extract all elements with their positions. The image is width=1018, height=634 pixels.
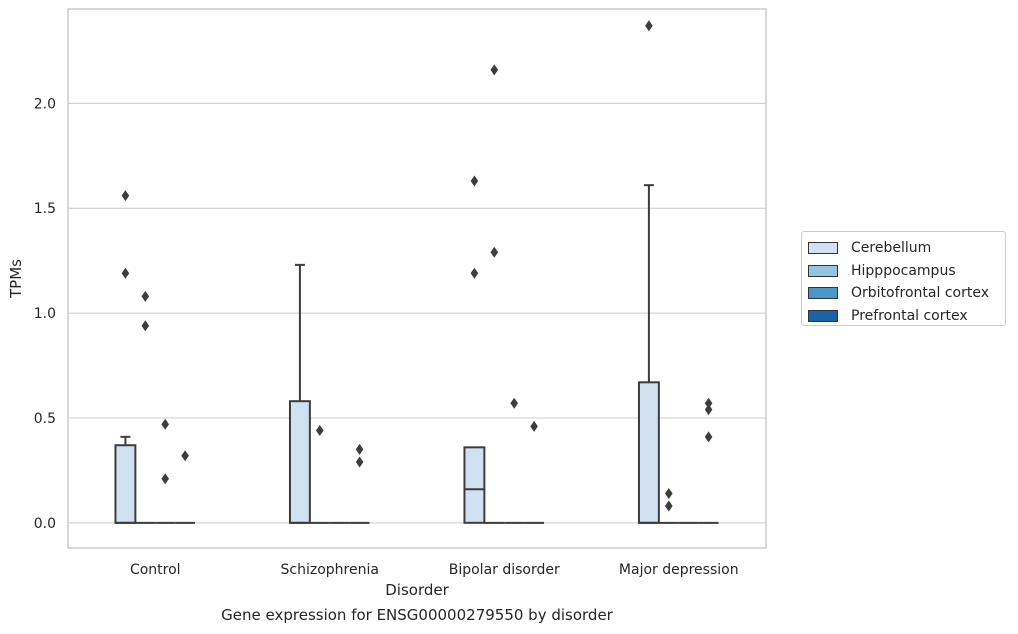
box-body [114, 444, 137, 524]
outlier-point [121, 267, 130, 279]
box-group [658, 487, 679, 524]
box-group [524, 420, 545, 524]
legend-label: Hipppocampus [851, 262, 956, 279]
outlier-point [704, 431, 713, 443]
outlier-point [121, 190, 130, 202]
outlier-point [316, 425, 324, 437]
legend-swatch [808, 309, 838, 322]
outlier-point [181, 450, 189, 462]
figure-caption: Gene expression for ENSG00000279550 by d… [221, 606, 613, 624]
x-axis-label: Disorder [385, 581, 449, 599]
legend-item-cerebellum: Cerebellum [808, 237, 1005, 260]
outlier-point [490, 246, 499, 258]
plot-frame [67, 8, 767, 549]
box-group [155, 418, 176, 524]
box-group [698, 397, 719, 524]
outlier-point [704, 397, 713, 409]
box-group [309, 425, 330, 524]
outlier-point [510, 397, 518, 409]
y-axis-label: TPMs [7, 259, 25, 299]
outlier-point [141, 320, 150, 332]
box-body [288, 400, 311, 524]
legend-item-hippocampus: Hipppocampus [808, 260, 1005, 283]
y-tick-label: 1.0 [34, 306, 56, 322]
box-group [484, 64, 505, 524]
x-tick-label: Control [130, 562, 181, 578]
box-group [504, 397, 525, 524]
box-group [114, 190, 137, 524]
y-tick-label: 1.5 [34, 201, 56, 217]
box-group [637, 20, 660, 524]
legend-label: Cerebellum [851, 240, 932, 257]
box-group [463, 175, 486, 524]
outlier-point [530, 420, 538, 432]
outlier-point [665, 487, 673, 499]
y-tick-label: 0.0 [34, 516, 56, 532]
outlier-point [161, 418, 169, 430]
legend-item-orbitofrontal-cortex: Orbitofrontal cortex [808, 282, 1005, 305]
legend-label: Orbitofrontal cortex [851, 285, 989, 302]
outlier-point [141, 290, 150, 302]
outlier-point [490, 64, 499, 76]
x-tick-label: Major depression [619, 562, 739, 578]
y-tick-label: 2.0 [34, 96, 56, 112]
box-group [175, 450, 196, 524]
box-group [135, 290, 156, 524]
outlier-point [470, 267, 479, 279]
legend-swatch [808, 287, 838, 300]
box-group [349, 443, 370, 524]
outlier-point [355, 456, 364, 468]
outlier-point [665, 500, 673, 512]
legend-label: Prefrontal cortex [851, 307, 968, 324]
outlier-point [704, 404, 713, 416]
box-group [288, 263, 311, 524]
legend-item-prefrontal-cortex: Prefrontal cortex [808, 305, 1005, 328]
outlier-point [645, 20, 653, 32]
box-body [463, 446, 486, 524]
outlier-point [470, 175, 479, 187]
legend: Cerebellum Hipppocampus Orbitofrontal co… [801, 231, 1006, 326]
legend-swatch [808, 264, 838, 277]
x-tick-label: Schizophrenia [281, 562, 379, 578]
y-tick-label: 0.5 [34, 411, 56, 427]
box-body [637, 381, 660, 524]
legend-swatch [808, 242, 838, 255]
outlier-point [355, 443, 364, 455]
x-tick-label: Bipolar disorder [449, 562, 560, 578]
outlier-point [161, 473, 169, 485]
